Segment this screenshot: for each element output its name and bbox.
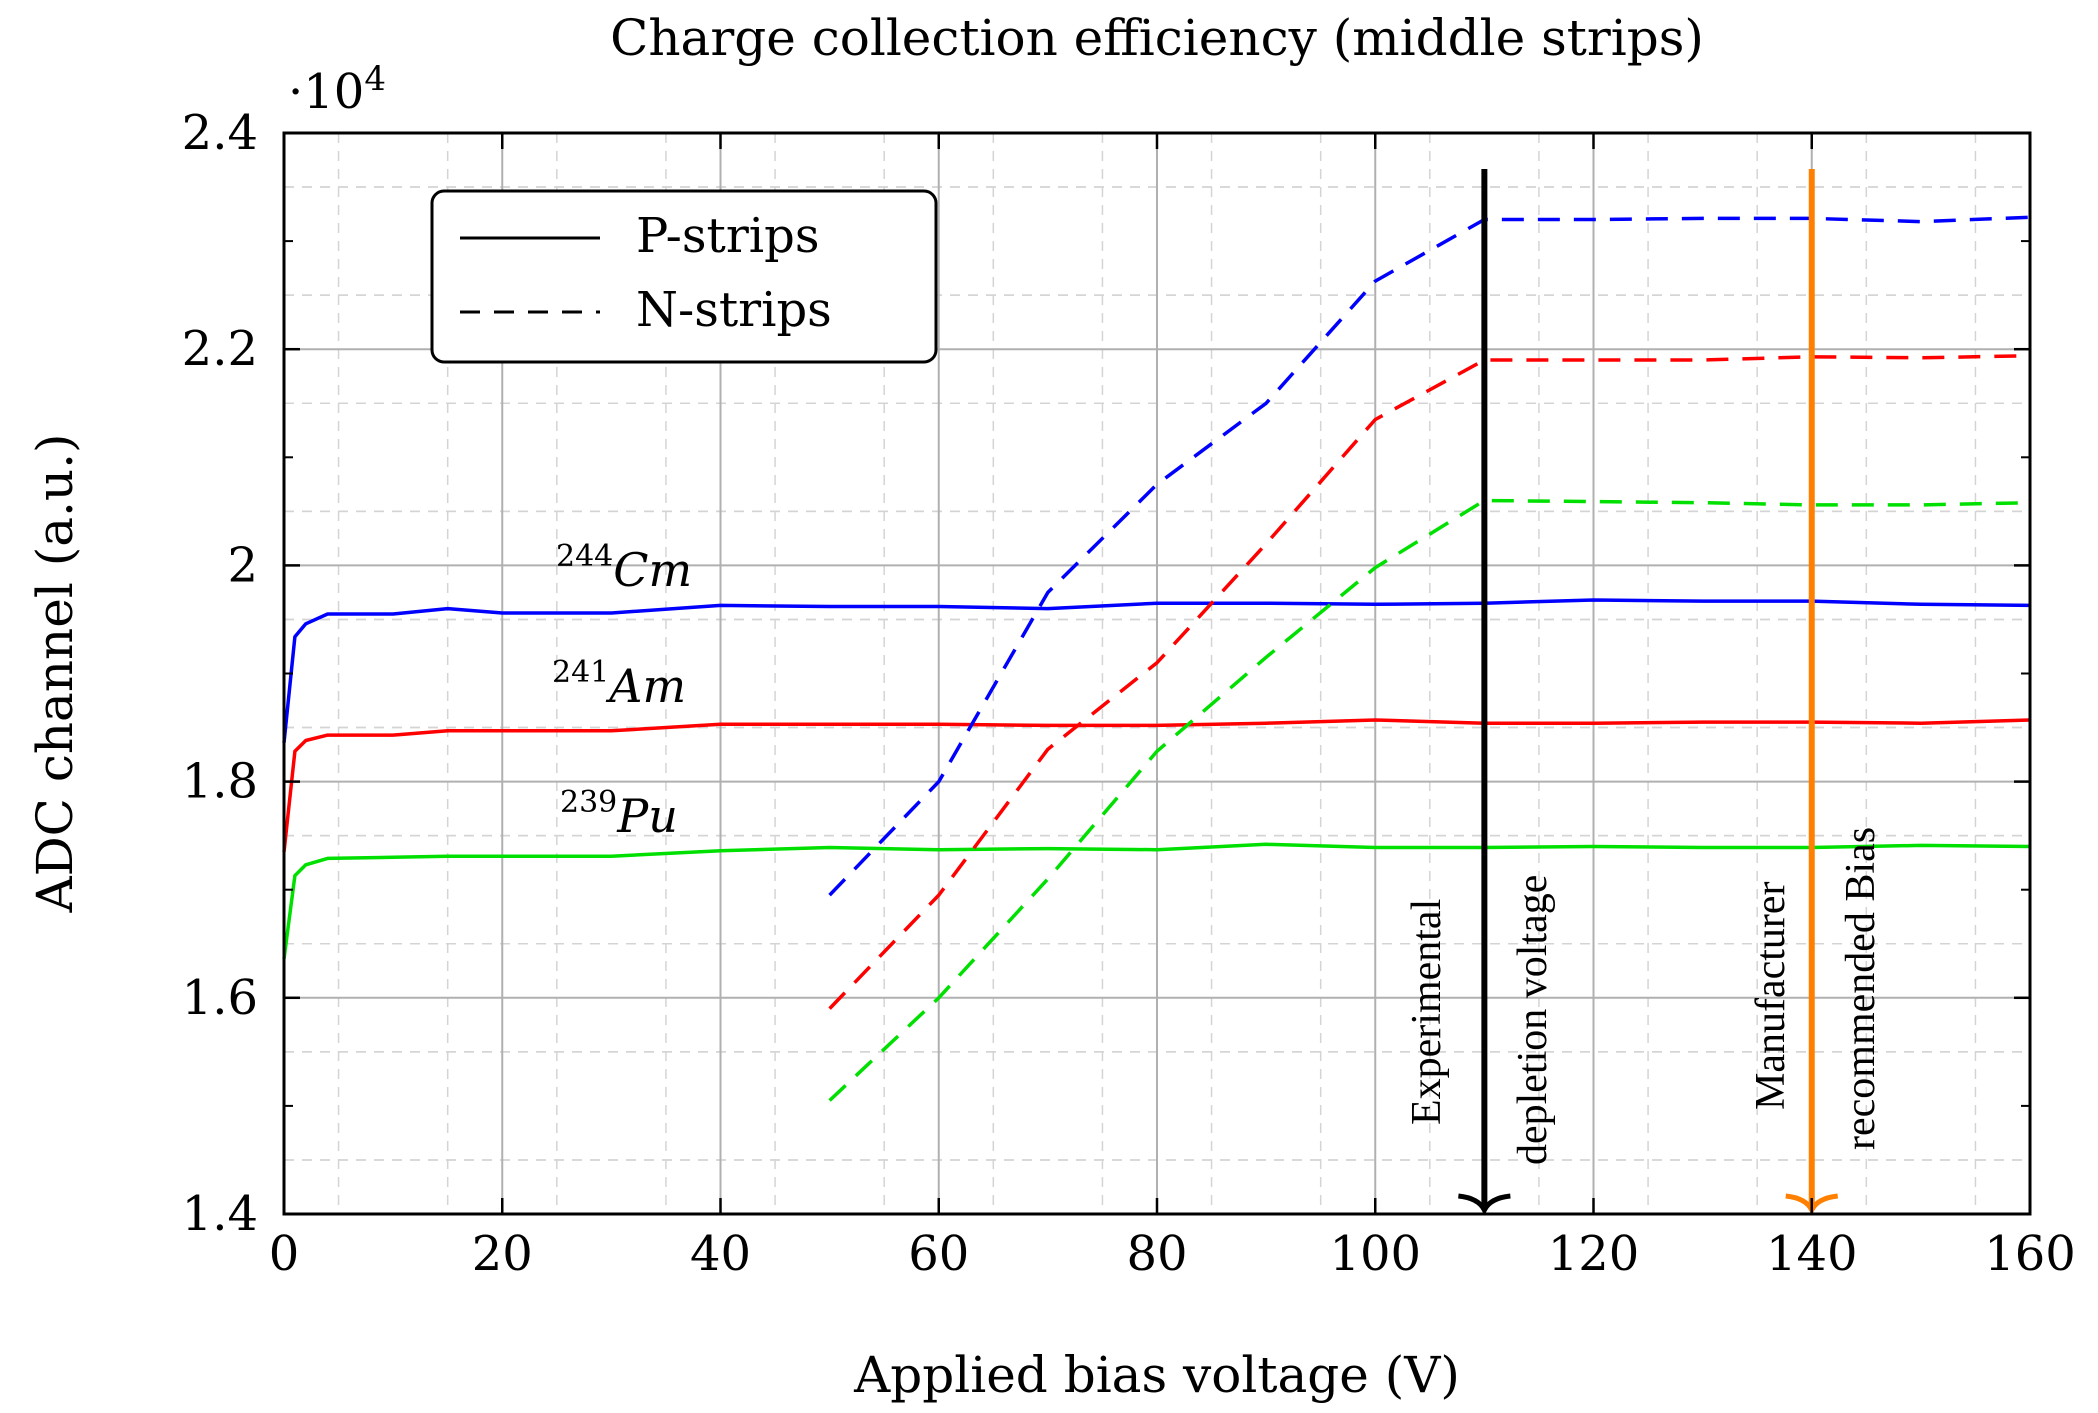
- series-line-0: [282, 598, 2031, 743]
- series-label-pu239: 239Pu: [560, 785, 678, 843]
- series-line-2: [282, 842, 2031, 960]
- series-layer: [282, 215, 2031, 1102]
- y-tick-label: 2: [227, 537, 258, 593]
- chart-title: Charge collection efficiency (middle str…: [610, 9, 1704, 67]
- series-label-cm244: 244Cm: [556, 539, 692, 597]
- x-axis-label: Applied bias voltage (V): [853, 1346, 1460, 1404]
- x-tick-label: 100: [1329, 1226, 1421, 1282]
- annotation-arrowhead-0: [1458, 1193, 1511, 1216]
- x-tick-label: 20: [472, 1226, 533, 1282]
- series-line-4: [828, 353, 2031, 1010]
- y-tick-label: 2.2: [182, 321, 258, 377]
- y-tick-label: 2.4: [182, 105, 258, 161]
- y-multiplier: ·104: [288, 59, 386, 120]
- annotation-layer: [1458, 169, 1839, 1216]
- annotation-manufacturer-line2: recommended Bias: [1838, 827, 1884, 1150]
- annotation-experimental-line1: Experimental: [1404, 899, 1450, 1125]
- series-line-1: [282, 718, 2031, 853]
- legend-box: [430, 189, 938, 364]
- x-tick-label: 80: [1126, 1226, 1187, 1282]
- y-tick-label: 1.6: [182, 970, 258, 1026]
- y-tick-label: 1.8: [182, 754, 258, 810]
- y-tick-label: 1.4: [182, 1186, 258, 1242]
- series-line-5: [828, 498, 2031, 1102]
- annotation-experimental-line2: depletion voltage: [1510, 875, 1556, 1165]
- legend-label-n-strips: N-strips: [636, 282, 832, 338]
- series-line-3: [828, 215, 2031, 897]
- legend: P-strips N-strips: [430, 189, 938, 364]
- tick-labels: 0 20 40 60 80 100 120 140 160 1.4 1.6 1.8 2 2.2 2.4: [182, 105, 2076, 1282]
- x-tick-label: 140: [1766, 1226, 1858, 1282]
- x-tick-label: 60: [908, 1226, 969, 1282]
- x-tick-label: 120: [1548, 1226, 1640, 1282]
- series-label-am241: 241Am: [552, 655, 686, 713]
- x-tick-label: 0: [269, 1226, 300, 1282]
- legend-label-p-strips: P-strips: [636, 208, 819, 264]
- ticks-layer: [282, 131, 2032, 1216]
- x-tick-label: 40: [690, 1226, 751, 1282]
- x-tick-label: 160: [1984, 1226, 2076, 1282]
- y-axis-label: ADC channel (a.u.): [26, 433, 84, 913]
- annotation-manufacturer-line1: Manufacturer: [1748, 881, 1794, 1110]
